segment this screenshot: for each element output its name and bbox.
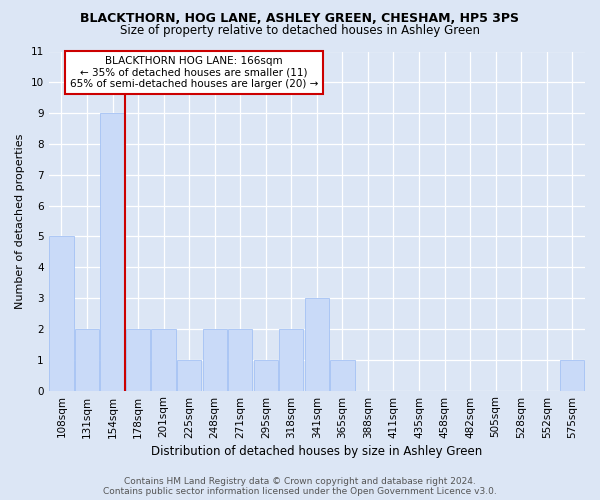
Y-axis label: Number of detached properties: Number of detached properties (15, 134, 25, 308)
Text: Size of property relative to detached houses in Ashley Green: Size of property relative to detached ho… (120, 24, 480, 37)
Bar (151, 329, 176, 390)
Bar (254, 360, 278, 390)
Text: BLACKTHORN, HOG LANE, ASHLEY GREEN, CHESHAM, HP5 3PS: BLACKTHORN, HOG LANE, ASHLEY GREEN, CHES… (80, 12, 520, 24)
Bar (305, 298, 329, 390)
Bar (330, 360, 355, 390)
Bar (75, 329, 99, 390)
Bar (177, 360, 201, 390)
Bar (100, 113, 125, 390)
Bar (560, 360, 584, 390)
Bar (49, 236, 74, 390)
Text: Contains HM Land Registry data © Crown copyright and database right 2024.
Contai: Contains HM Land Registry data © Crown c… (103, 476, 497, 496)
Bar (228, 329, 253, 390)
Text: BLACKTHORN HOG LANE: 166sqm
← 35% of detached houses are smaller (11)
65% of sem: BLACKTHORN HOG LANE: 166sqm ← 35% of det… (70, 56, 319, 90)
X-axis label: Distribution of detached houses by size in Ashley Green: Distribution of detached houses by size … (151, 444, 482, 458)
Bar (126, 329, 150, 390)
Bar (203, 329, 227, 390)
Bar (279, 329, 304, 390)
